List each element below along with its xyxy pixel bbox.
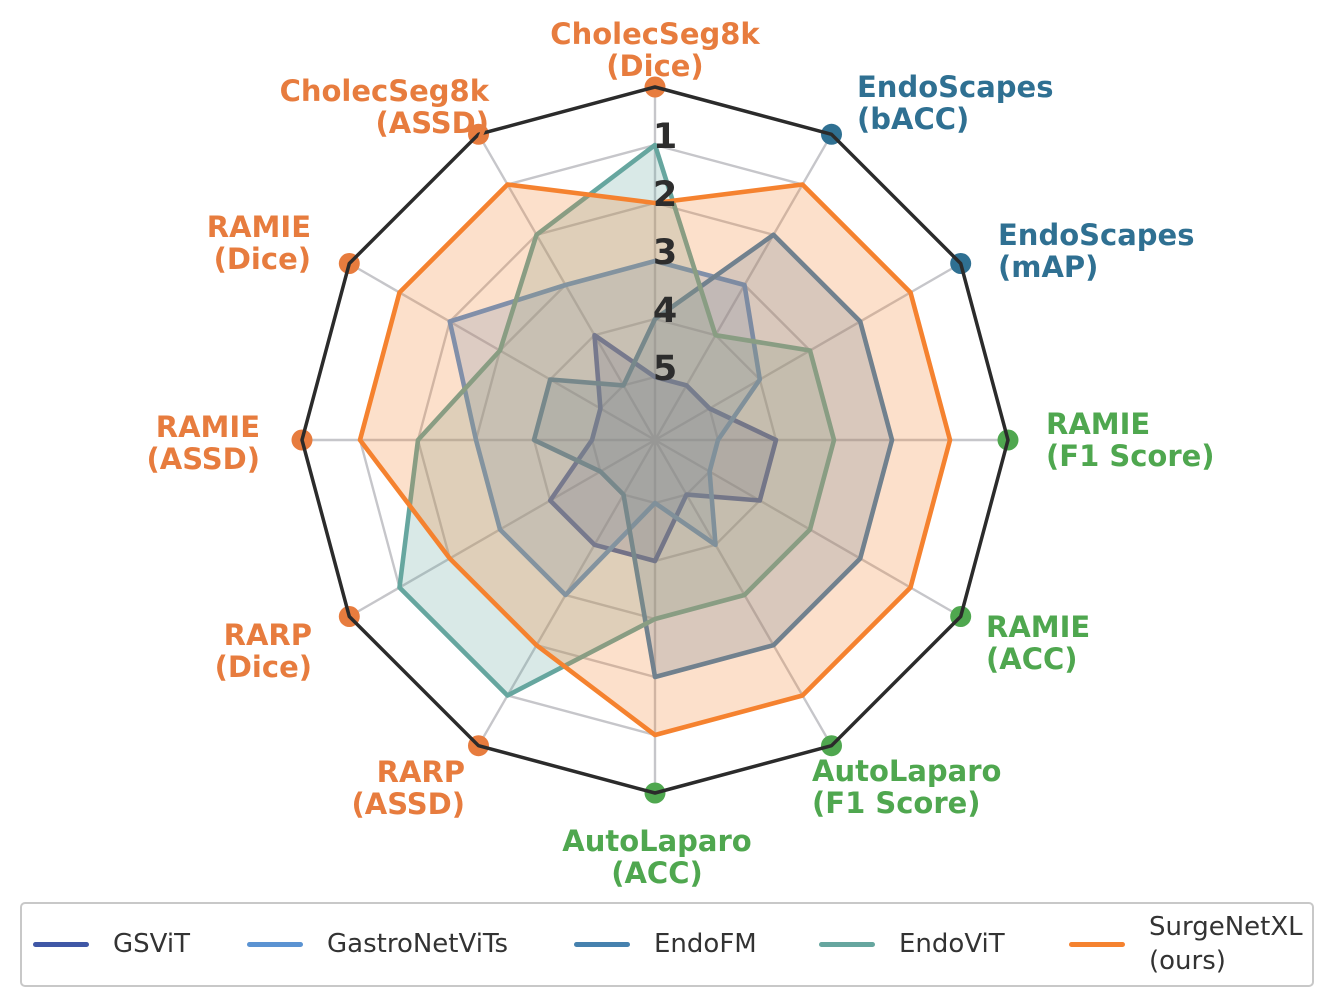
legend-item-SurgeNetXL: SurgeNetXL (ours) bbox=[1069, 904, 1303, 985]
radial-tick-label-5: 5 bbox=[653, 349, 677, 389]
radial-tick-label-1: 1 bbox=[653, 117, 677, 157]
axis-labels: CholecSeg8k (Dice) EndoScapes (bACC) EndoSca… bbox=[147, 17, 1215, 890]
legend-item-GastroNetViTs: GastroNetViTs bbox=[247, 904, 508, 985]
radial-tick-label-4: 4 bbox=[653, 291, 677, 331]
legend-label-EndoViT: EndoViT bbox=[899, 928, 1005, 959]
axis-label-0-cholecseg8k: CholecSeg8k (Dice) bbox=[550, 17, 760, 83]
radial-tick-label-2: 2 bbox=[653, 175, 677, 215]
series-polygon-SurgeNetXL bbox=[357, 182, 953, 738]
legend-swatch-GastroNetViTs bbox=[247, 942, 303, 947]
radial-tick-label-3: 3 bbox=[653, 233, 677, 273]
axis-label-6-autolaparo: AutoLaparo (ACC) bbox=[562, 824, 751, 890]
axis-label-3-ramie: RAMIE (F1 Score) bbox=[1046, 407, 1215, 473]
legend-item-EndoViT: EndoViT bbox=[819, 904, 1005, 985]
legend-label-GastroNetViTs: GastroNetViTs bbox=[327, 928, 509, 959]
legend-swatch-EndoViT bbox=[819, 942, 875, 947]
series-polygon-EndoViT bbox=[397, 142, 837, 698]
series-polygons bbox=[357, 142, 953, 738]
axis-label-8-rarp: RARP (Dice) bbox=[215, 618, 312, 684]
series-polygon-GastroNetViTs bbox=[447, 258, 763, 598]
axis-label-1-endoscapes: EndoScapes (bACC) bbox=[857, 70, 1053, 136]
grid-spokes bbox=[302, 87, 1008, 793]
legend-label-GSViT: GSViT bbox=[113, 928, 190, 959]
legend-swatch-EndoFM bbox=[574, 942, 630, 947]
legend-label-SurgeNetXL: SurgeNetXL (ours) bbox=[1149, 911, 1303, 976]
axis-label-11-cholecseg8k: CholecSeg8k (ASSD) bbox=[280, 74, 490, 140]
axis-label-10-ramie: RAMIE (Dice) bbox=[207, 210, 311, 276]
axis-label-4-ramie: RAMIE (ACC) bbox=[986, 610, 1090, 676]
series-polygon-EndoFM bbox=[531, 232, 895, 680]
axis-label-2-endoscapes: EndoScapes (mAP) bbox=[998, 218, 1194, 284]
outer-boundary-ring bbox=[300, 85, 1010, 795]
series-polygon-GSViT bbox=[547, 332, 779, 564]
center-hub bbox=[650, 435, 660, 445]
legend-swatch-SurgeNetXL bbox=[1069, 942, 1125, 947]
legend-item-GSViT: GSViT bbox=[33, 904, 190, 985]
axis-label-9-ramie: RAMIE (ASSD) bbox=[147, 410, 261, 476]
axis-label-5-autolaparo: AutoLaparo (F1 Score) bbox=[812, 754, 1001, 820]
radial-tick-labels: 1 2 3 4 5 bbox=[653, 117, 677, 389]
legend-item-EndoFM: EndoFM bbox=[574, 904, 757, 985]
axis-label-7-rarp: RARP (ASSD) bbox=[352, 755, 466, 821]
legend: GSViT GastroNetViTs EndoFM EndoViT SurgeNetX… bbox=[20, 902, 1314, 987]
legend-swatch-GSViT bbox=[33, 942, 89, 947]
legend-label-EndoFM: EndoFM bbox=[654, 928, 757, 959]
